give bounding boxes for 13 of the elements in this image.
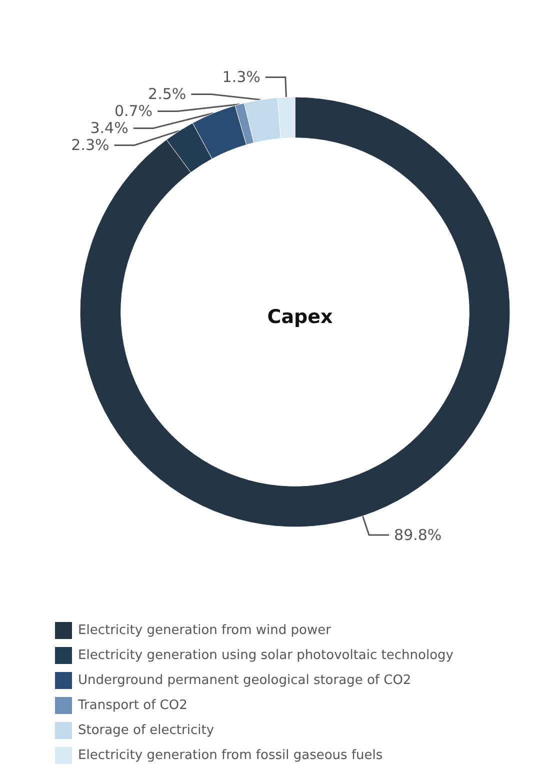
legend-label: Underground permanent geological storage of CO2 bbox=[78, 673, 412, 688]
legend-label: Electricity generation from fossil gaseous fuels bbox=[78, 748, 383, 763]
legend-label: Transport of CO2 bbox=[77, 698, 188, 713]
data-label: 3.4% bbox=[90, 119, 128, 138]
data-label: 89.8% bbox=[394, 526, 442, 544]
data-label: 2.5% bbox=[148, 85, 186, 104]
legend-label: Electricity generation using solar photovoltaic technology bbox=[78, 648, 454, 663]
legend-label: Storage of electricity bbox=[78, 723, 214, 738]
text: Capex bbox=[267, 306, 333, 328]
data-label: 0.7% bbox=[114, 102, 153, 120]
data-label: 2.3% bbox=[71, 136, 110, 154]
legend-label: Electricity generation from wind power bbox=[78, 623, 332, 638]
data-label: 1.3% bbox=[222, 68, 260, 86]
